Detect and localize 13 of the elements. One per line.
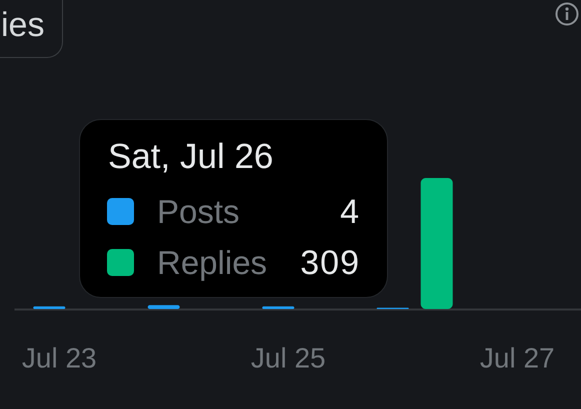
x-tick-label: Jul 27 — [480, 342, 555, 374]
x-tick-label: Jul 25 — [250, 342, 326, 374]
x-tick-label: Jul 23 — [22, 342, 97, 374]
bar — [33, 306, 66, 309]
tab-button: ies — [0, 0, 63, 58]
legend-label: Replies — [157, 244, 268, 281]
bar — [420, 178, 453, 309]
bar — [262, 306, 294, 309]
legend-label: Posts — [157, 193, 240, 230]
annotation: 309 — [300, 244, 360, 282]
annotation: 4 — [340, 193, 360, 231]
legend-title: Sat, Jul 26 — [108, 137, 274, 176]
bar — [148, 305, 180, 309]
